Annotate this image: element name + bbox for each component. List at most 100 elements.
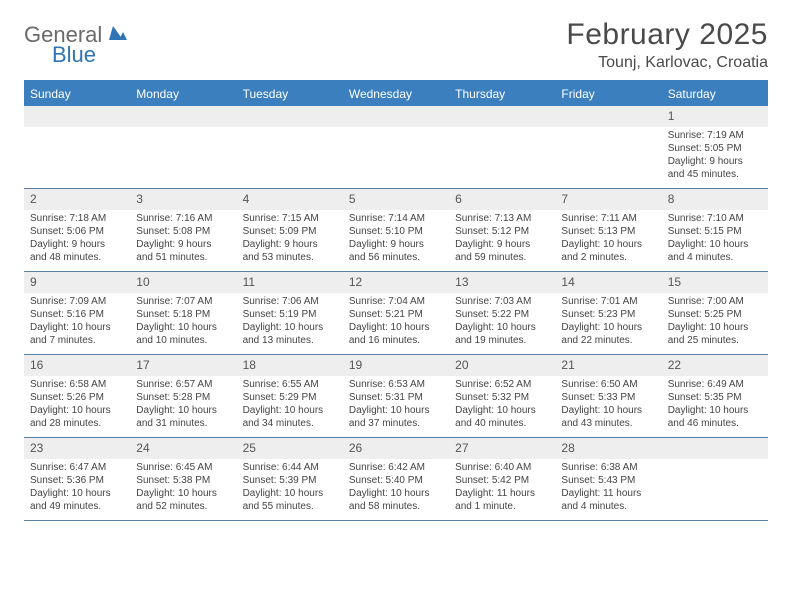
day-body: Sunrise: 6:55 AMSunset: 5:29 PMDaylight:… [237, 376, 343, 434]
week-row: 2Sunrise: 7:18 AMSunset: 5:06 PMDaylight… [24, 189, 768, 272]
day-body: Sunrise: 7:01 AMSunset: 5:23 PMDaylight:… [555, 293, 661, 351]
day-cell [343, 106, 449, 188]
day-number: 10 [130, 272, 236, 293]
sunrise-text: Sunrise: 7:19 AM [668, 129, 762, 142]
sunrise-text: Sunrise: 6:58 AM [30, 378, 124, 391]
sunrise-text: Sunrise: 6:40 AM [455, 461, 549, 474]
day-body: Sunrise: 7:13 AMSunset: 5:12 PMDaylight:… [449, 210, 555, 268]
daylight-text: Daylight: 10 hours and 55 minutes. [243, 487, 337, 513]
sunset-text: Sunset: 5:23 PM [561, 308, 655, 321]
sunrise-text: Sunrise: 7:18 AM [30, 212, 124, 225]
day-number: 26 [343, 438, 449, 459]
month-title: February 2025 [566, 18, 768, 52]
day-number: 22 [662, 355, 768, 376]
week-row: 16Sunrise: 6:58 AMSunset: 5:26 PMDayligh… [24, 355, 768, 438]
sunset-text: Sunset: 5:05 PM [668, 142, 762, 155]
day-body: Sunrise: 7:16 AMSunset: 5:08 PMDaylight:… [130, 210, 236, 268]
day-cell [555, 106, 661, 188]
day-number [343, 106, 449, 127]
day-cell: 16Sunrise: 6:58 AMSunset: 5:26 PMDayligh… [24, 355, 130, 437]
sunset-text: Sunset: 5:22 PM [455, 308, 549, 321]
day-number: 15 [662, 272, 768, 293]
day-number [237, 106, 343, 127]
daylight-text: Daylight: 9 hours and 45 minutes. [668, 155, 762, 181]
sunrise-text: Sunrise: 6:50 AM [561, 378, 655, 391]
day-cell: 25Sunrise: 6:44 AMSunset: 5:39 PMDayligh… [237, 438, 343, 520]
day-body: Sunrise: 6:44 AMSunset: 5:39 PMDaylight:… [237, 459, 343, 517]
sunset-text: Sunset: 5:06 PM [30, 225, 124, 238]
sunset-text: Sunset: 5:43 PM [561, 474, 655, 487]
day-number [662, 438, 768, 459]
day-cell: 22Sunrise: 6:49 AMSunset: 5:35 PMDayligh… [662, 355, 768, 437]
day-number: 11 [237, 272, 343, 293]
day-cell: 15Sunrise: 7:00 AMSunset: 5:25 PMDayligh… [662, 272, 768, 354]
day-body: Sunrise: 7:10 AMSunset: 5:15 PMDaylight:… [662, 210, 768, 268]
sunrise-text: Sunrise: 6:53 AM [349, 378, 443, 391]
day-body: Sunrise: 6:52 AMSunset: 5:32 PMDaylight:… [449, 376, 555, 434]
day-number: 16 [24, 355, 130, 376]
day-body: Sunrise: 6:45 AMSunset: 5:38 PMDaylight:… [130, 459, 236, 517]
day-cell: 6Sunrise: 7:13 AMSunset: 5:12 PMDaylight… [449, 189, 555, 271]
day-number: 14 [555, 272, 661, 293]
sunset-text: Sunset: 5:32 PM [455, 391, 549, 404]
day-cell [449, 106, 555, 188]
day-body: Sunrise: 7:15 AMSunset: 5:09 PMDaylight:… [237, 210, 343, 268]
day-number: 18 [237, 355, 343, 376]
sunrise-text: Sunrise: 7:11 AM [561, 212, 655, 225]
day-cell: 20Sunrise: 6:52 AMSunset: 5:32 PMDayligh… [449, 355, 555, 437]
day-body: Sunrise: 6:42 AMSunset: 5:40 PMDaylight:… [343, 459, 449, 517]
day-number [24, 106, 130, 127]
day-cell [24, 106, 130, 188]
day-number: 21 [555, 355, 661, 376]
day-number: 7 [555, 189, 661, 210]
day-body: Sunrise: 7:03 AMSunset: 5:22 PMDaylight:… [449, 293, 555, 351]
day-cell: 21Sunrise: 6:50 AMSunset: 5:33 PMDayligh… [555, 355, 661, 437]
sunrise-text: Sunrise: 6:44 AM [243, 461, 337, 474]
day-header-sun: Sunday [24, 82, 130, 106]
sunset-text: Sunset: 5:33 PM [561, 391, 655, 404]
daylight-text: Daylight: 10 hours and 28 minutes. [30, 404, 124, 430]
day-header-mon: Monday [130, 82, 236, 106]
day-header-row: Sunday Monday Tuesday Wednesday Thursday… [24, 82, 768, 106]
sunrise-text: Sunrise: 7:15 AM [243, 212, 337, 225]
daylight-text: Daylight: 10 hours and 31 minutes. [136, 404, 230, 430]
day-number: 27 [449, 438, 555, 459]
day-number: 5 [343, 189, 449, 210]
sunset-text: Sunset: 5:10 PM [349, 225, 443, 238]
day-number: 23 [24, 438, 130, 459]
day-body: Sunrise: 7:06 AMSunset: 5:19 PMDaylight:… [237, 293, 343, 351]
sunset-text: Sunset: 5:21 PM [349, 308, 443, 321]
sunset-text: Sunset: 5:18 PM [136, 308, 230, 321]
sunrise-text: Sunrise: 7:03 AM [455, 295, 549, 308]
sunrise-text: Sunrise: 7:04 AM [349, 295, 443, 308]
day-body: Sunrise: 7:07 AMSunset: 5:18 PMDaylight:… [130, 293, 236, 351]
day-number [130, 106, 236, 127]
sunrise-text: Sunrise: 7:00 AM [668, 295, 762, 308]
sunset-text: Sunset: 5:09 PM [243, 225, 337, 238]
sunrise-text: Sunrise: 7:09 AM [30, 295, 124, 308]
sunrise-text: Sunrise: 6:49 AM [668, 378, 762, 391]
calendar: Sunday Monday Tuesday Wednesday Thursday… [24, 80, 768, 521]
daylight-text: Daylight: 10 hours and 25 minutes. [668, 321, 762, 347]
sunrise-text: Sunrise: 6:52 AM [455, 378, 549, 391]
sunrise-text: Sunrise: 7:07 AM [136, 295, 230, 308]
sunset-text: Sunset: 5:16 PM [30, 308, 124, 321]
day-number: 1 [662, 106, 768, 127]
daylight-text: Daylight: 10 hours and 19 minutes. [455, 321, 549, 347]
daylight-text: Daylight: 11 hours and 4 minutes. [561, 487, 655, 513]
daylight-text: Daylight: 10 hours and 4 minutes. [668, 238, 762, 264]
sunset-text: Sunset: 5:28 PM [136, 391, 230, 404]
day-cell: 14Sunrise: 7:01 AMSunset: 5:23 PMDayligh… [555, 272, 661, 354]
day-cell: 19Sunrise: 6:53 AMSunset: 5:31 PMDayligh… [343, 355, 449, 437]
day-number: 12 [343, 272, 449, 293]
day-cell: 11Sunrise: 7:06 AMSunset: 5:19 PMDayligh… [237, 272, 343, 354]
day-cell: 8Sunrise: 7:10 AMSunset: 5:15 PMDaylight… [662, 189, 768, 271]
daylight-text: Daylight: 11 hours and 1 minute. [455, 487, 549, 513]
day-number: 4 [237, 189, 343, 210]
day-cell: 17Sunrise: 6:57 AMSunset: 5:28 PMDayligh… [130, 355, 236, 437]
day-number: 6 [449, 189, 555, 210]
title-block: February 2025 Tounj, Karlovac, Croatia [566, 18, 768, 72]
day-number: 20 [449, 355, 555, 376]
daylight-text: Daylight: 10 hours and 40 minutes. [455, 404, 549, 430]
daylight-text: Daylight: 10 hours and 37 minutes. [349, 404, 443, 430]
